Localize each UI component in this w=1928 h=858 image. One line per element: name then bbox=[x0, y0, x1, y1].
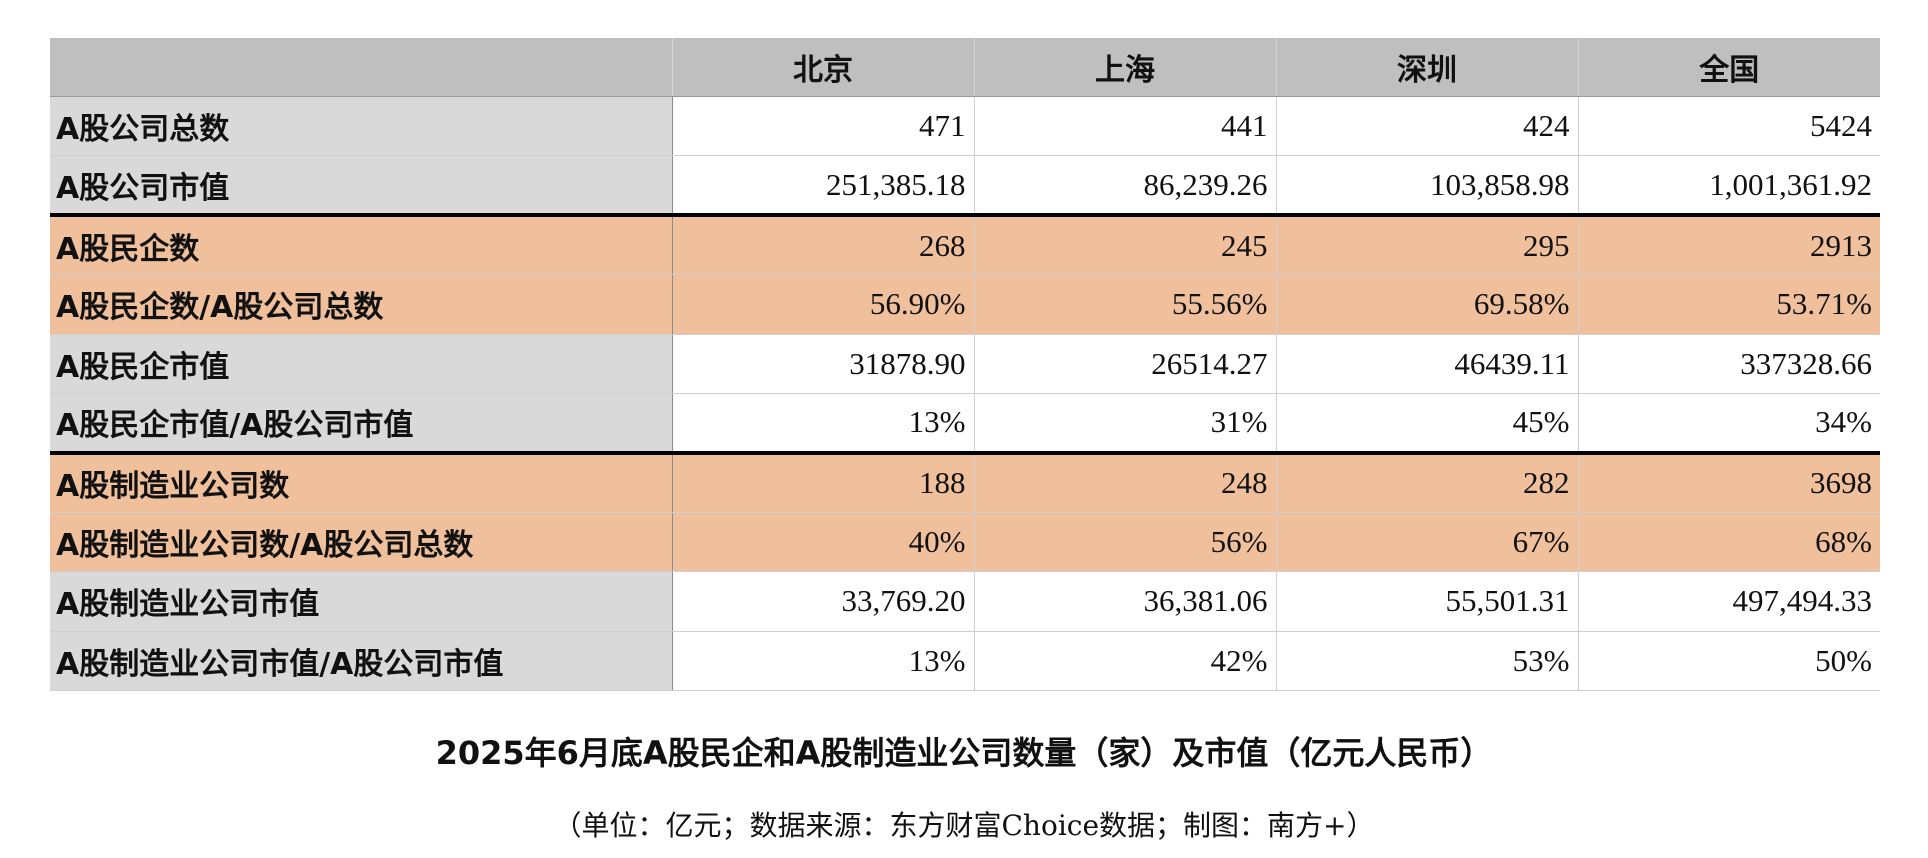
table-row: A股公司市值 251,385.18 86,239.26 103,858.98 1… bbox=[50, 155, 1880, 216]
column-header-shanghai: 上海 bbox=[973, 38, 1276, 97]
data-table-container: 北京 上海 深圳 全国 A股公司总数 471 441 424 5424 A股公司… bbox=[50, 38, 1880, 691]
table-cell: 68% bbox=[1577, 512, 1880, 573]
column-header-shenzhen: 深圳 bbox=[1275, 38, 1578, 97]
table-row: A股民企数 268 245 295 2913 bbox=[50, 213, 1880, 276]
row-label: A股制造业公司市值 bbox=[50, 571, 673, 632]
row-label: A股民企数 bbox=[50, 213, 673, 276]
row-label: A股制造业公司市值/A股公司市值 bbox=[50, 631, 673, 691]
table-cell: 31878.90 bbox=[671, 334, 974, 394]
table-cell: 55.56% bbox=[973, 274, 1276, 335]
table-row: A股民企市值/A股公司市值 13% 31% 45% 34% bbox=[50, 393, 1880, 454]
row-label: A股民企市值/A股公司市值 bbox=[50, 393, 673, 454]
table-cell: 295 bbox=[1275, 213, 1578, 276]
row-label: A股民企市值 bbox=[50, 334, 673, 394]
table-cell: 53.71% bbox=[1577, 274, 1880, 335]
table-cell: 34% bbox=[1577, 393, 1880, 454]
row-label: A股制造业公司数/A股公司总数 bbox=[50, 512, 673, 573]
table-row: A股公司总数 471 441 424 5424 bbox=[50, 96, 1880, 157]
table-cell: 2913 bbox=[1577, 213, 1880, 276]
table-cell: 103,858.98 bbox=[1275, 155, 1578, 216]
table-cell: 188 bbox=[671, 450, 974, 513]
table-cell: 424 bbox=[1275, 96, 1578, 157]
table-cell: 45% bbox=[1275, 393, 1578, 454]
table-row: A股制造业公司数/A股公司总数 40% 56% 67% 68% bbox=[50, 512, 1880, 573]
row-label: A股公司总数 bbox=[50, 96, 673, 157]
table-title: 2025年6月底A股民企和A股制造业公司数量（家）及市值（亿元人民币） bbox=[435, 734, 1493, 772]
header-corner-cell bbox=[50, 38, 672, 97]
table-cell: 46439.11 bbox=[1275, 334, 1578, 394]
table-cell: 31% bbox=[973, 393, 1276, 454]
row-label: A股民企数/A股公司总数 bbox=[50, 274, 673, 335]
table-cell: 33,769.20 bbox=[671, 571, 974, 632]
table-cell: 5424 bbox=[1577, 96, 1880, 157]
table-cell: 50% bbox=[1577, 631, 1880, 691]
table-cell: 13% bbox=[671, 393, 974, 454]
table-cell: 441 bbox=[973, 96, 1276, 157]
row-label: A股制造业公司数 bbox=[50, 450, 673, 513]
table-cell: 248 bbox=[973, 450, 1276, 513]
table-cell: 42% bbox=[973, 631, 1276, 691]
table-cell: 40% bbox=[671, 512, 974, 573]
table-cell: 251,385.18 bbox=[671, 155, 974, 216]
data-table: 北京 上海 深圳 全国 A股公司总数 471 441 424 5424 A股公司… bbox=[50, 38, 1880, 691]
column-header-beijing: 北京 bbox=[671, 38, 974, 97]
table-cell: 337328.66 bbox=[1577, 334, 1880, 394]
table-row: A股制造业公司数 188 248 282 3698 bbox=[50, 450, 1880, 513]
table-cell: 1,001,361.92 bbox=[1577, 155, 1880, 216]
table-cell: 268 bbox=[671, 213, 974, 276]
table-cell: 471 bbox=[671, 96, 974, 157]
table-cell: 497,494.33 bbox=[1577, 571, 1880, 632]
table-cell: 55,501.31 bbox=[1275, 571, 1578, 632]
table-cell: 13% bbox=[671, 631, 974, 691]
table-row: A股民企市值 31878.90 26514.27 46439.11 337328… bbox=[50, 334, 1880, 394]
table-cell: 69.58% bbox=[1275, 274, 1578, 335]
table-row: A股民企数/A股公司总数 56.90% 55.56% 69.58% 53.71% bbox=[50, 274, 1880, 335]
table-cell: 56% bbox=[973, 512, 1276, 573]
row-label: A股公司市值 bbox=[50, 155, 673, 216]
table-header-row: 北京 上海 深圳 全国 bbox=[50, 38, 1880, 97]
table-cell: 282 bbox=[1275, 450, 1578, 513]
table-cell: 36,381.06 bbox=[973, 571, 1276, 632]
table-cell: 67% bbox=[1275, 512, 1578, 573]
table-cell: 56.90% bbox=[671, 274, 974, 335]
table-row: A股制造业公司市值 33,769.20 36,381.06 55,501.31 … bbox=[50, 571, 1880, 632]
table-cell: 245 bbox=[973, 213, 1276, 276]
table-row: A股制造业公司市值/A股公司市值 13% 42% 53% 50% bbox=[50, 631, 1880, 691]
source-note: （单位：亿元；数据来源：东方财富Choice数据；制图：南方+） bbox=[553, 809, 1375, 842]
table-cell: 53% bbox=[1275, 631, 1578, 691]
table-cell: 3698 bbox=[1577, 450, 1880, 513]
column-header-national: 全国 bbox=[1577, 38, 1880, 97]
table-cell: 26514.27 bbox=[973, 334, 1276, 394]
table-cell: 86,239.26 bbox=[973, 155, 1276, 216]
